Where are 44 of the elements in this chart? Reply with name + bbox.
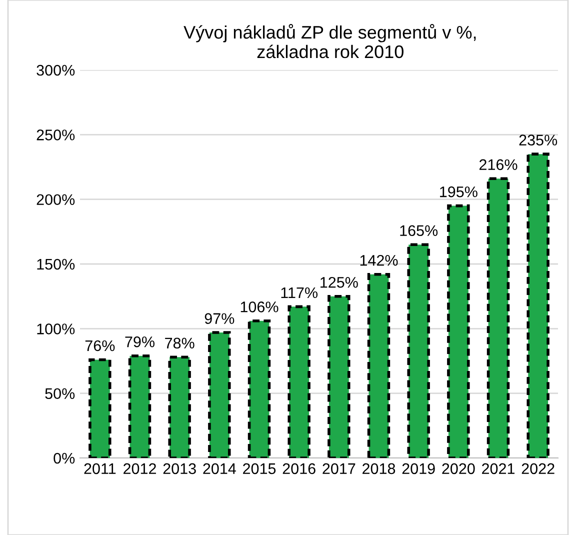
y-tick-label: 150%	[37, 258, 75, 270]
bar	[407, 243, 430, 458]
x-tick-label: 2016	[282, 463, 316, 474]
data-label: 195%	[440, 186, 478, 198]
data-label: 125%	[320, 276, 358, 288]
bar	[88, 358, 112, 458]
bar	[447, 204, 470, 458]
x-tick-label: 2019	[402, 463, 435, 474]
data-label: 97%	[204, 313, 234, 324]
x-tick-label: 2013	[163, 463, 196, 474]
y-tick-label: 0%	[54, 452, 75, 464]
y-tick-label: 100%	[37, 324, 75, 334]
data-label: 117%	[281, 287, 318, 298]
x-tick-label: 2015	[243, 463, 276, 474]
bar	[486, 177, 510, 458]
x-tick-label: 2020	[442, 463, 475, 474]
bar	[526, 152, 550, 458]
bar	[128, 354, 152, 458]
x-tick-label: 2014	[203, 463, 236, 474]
data-label: 216%	[479, 159, 518, 170]
y-tick-label: 200%	[36, 194, 75, 206]
x-tick-label: 2022	[522, 463, 554, 474]
x-tick-label: 2021	[482, 463, 514, 474]
x-tick-label: 2018	[362, 463, 396, 474]
data-label: 235%	[519, 134, 558, 146]
data-label: 76%	[85, 340, 115, 352]
bar	[288, 305, 310, 458]
bar	[328, 294, 350, 458]
data-label: 79%	[125, 336, 154, 348]
y-tick-label: 300%	[36, 64, 75, 76]
y-tick-label: 250%	[36, 130, 75, 140]
data-label: 165%	[400, 225, 438, 236]
data-label: 106%	[240, 302, 278, 312]
data-label: 78%	[165, 338, 194, 349]
x-tick-label: 2011	[84, 463, 116, 474]
chart-title: Vývoj nákladů ZP dle segmentů v %, základna rok 2010	[184, 24, 476, 58]
bar	[168, 356, 191, 458]
bar	[208, 331, 231, 458]
x-tick-label: 2017	[322, 463, 356, 474]
bar	[367, 272, 390, 458]
bar	[248, 320, 271, 458]
y-tick-label: 50%	[45, 388, 75, 400]
x-tick-label: 2012	[124, 463, 156, 474]
data-label: 142%	[360, 254, 398, 266]
